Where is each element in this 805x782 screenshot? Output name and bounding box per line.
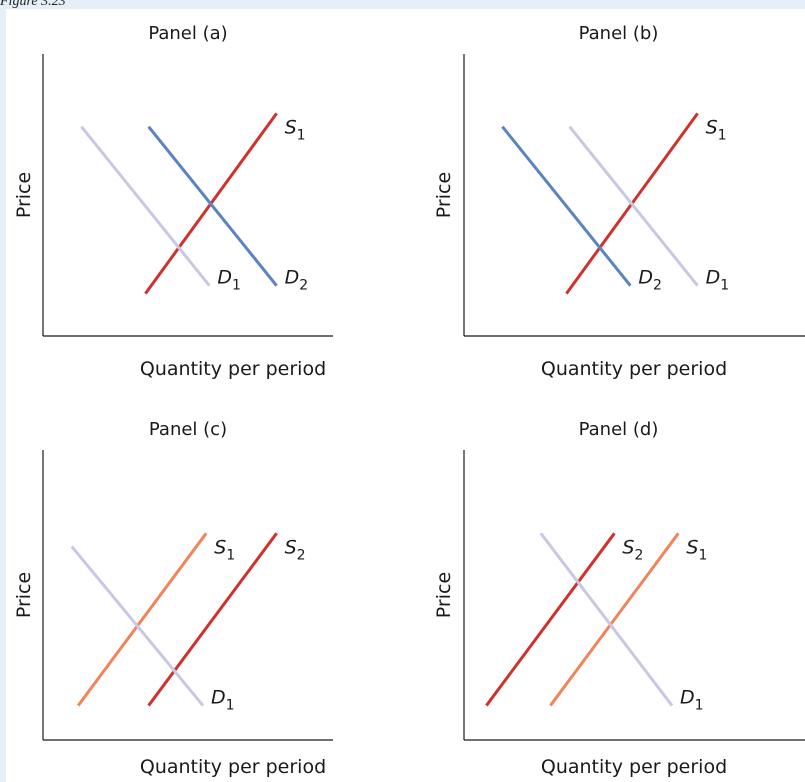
x-axis-label-c: Quantity per period bbox=[140, 756, 326, 778]
curve-s1-d bbox=[549, 532, 680, 707]
curve-label-d1-c: D1 bbox=[211, 687, 235, 714]
curve-label-d1-d: D1 bbox=[680, 687, 704, 714]
curve-label-s1-a: S1 bbox=[285, 116, 306, 143]
y-axis-label-c: Price bbox=[13, 572, 35, 618]
panel-title-c: Panel (c) bbox=[149, 419, 227, 440]
figure-caption: Figure 3.23 bbox=[0, 0, 66, 9]
curve-label-d1-a: D1 bbox=[217, 267, 241, 294]
curve-d1-b bbox=[568, 125, 699, 287]
curve-s1-c bbox=[76, 532, 208, 707]
chart-panel-b: Panel (b) Quantity per period Price S1 D2 D1 bbox=[433, 23, 805, 380]
curve-label-s2-c: S2 bbox=[285, 536, 306, 563]
chart-panel-c: Panel (c) Quantity per period Price S1 S2 D1 bbox=[13, 419, 333, 778]
panel-title-b: Panel (b) bbox=[579, 23, 659, 44]
curve-label-s1-c: S1 bbox=[214, 536, 235, 563]
curve-label-s1-b: S1 bbox=[706, 116, 727, 143]
panel-title-d: Panel (d) bbox=[579, 419, 659, 440]
curve-d1-a bbox=[80, 125, 211, 287]
curve-s2-c bbox=[147, 532, 278, 707]
x-axis-label-a: Quantity per period bbox=[140, 358, 326, 380]
panel-title-a: Panel (a) bbox=[148, 23, 227, 44]
y-axis-label-d: Price bbox=[433, 572, 455, 618]
curve-d1-c bbox=[70, 545, 205, 707]
curve-label-s2-d: S2 bbox=[622, 536, 643, 563]
curve-label-d2-a: D2 bbox=[285, 267, 309, 294]
curve-label-d2-b: D2 bbox=[638, 267, 662, 294]
x-axis-label-b: Quantity per period bbox=[541, 358, 727, 380]
curve-label-s1-d: S1 bbox=[686, 536, 707, 563]
curve-d2-b bbox=[501, 125, 632, 287]
chart-panel-a: Panel (a) Quantity per period Price S1 D1 D2 bbox=[13, 23, 333, 380]
figure-canvas: Panel (a) Quantity per period Price S1 D1 D2 P… bbox=[6, 9, 805, 782]
chart-panel-d: Panel (d) Quantity per period Price S2 S1 D1 bbox=[433, 419, 805, 778]
y-axis-label-a: Price bbox=[13, 172, 35, 218]
y-axis-label-b: Price bbox=[433, 172, 455, 218]
curve-s2-d bbox=[485, 532, 616, 707]
curve-d1-d bbox=[539, 532, 674, 707]
x-axis-label-d: Quantity per period bbox=[541, 756, 727, 778]
curve-label-d1-b: D1 bbox=[706, 267, 730, 294]
curve-d2-a bbox=[147, 125, 278, 287]
